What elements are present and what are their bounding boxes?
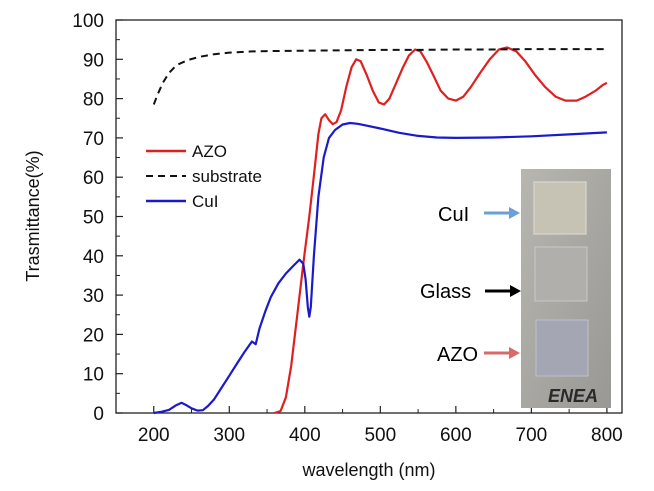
sample-azo-film	[535, 319, 589, 377]
y-tick-label: 0	[93, 404, 104, 425]
x-tick-label: 800	[591, 425, 623, 446]
y-tick-label: 40	[83, 247, 104, 268]
arrow-azo-head	[509, 347, 520, 359]
arrow-glass-head	[510, 285, 521, 297]
arrow-cui-head	[509, 207, 520, 219]
y-tick-label: 90	[83, 50, 104, 71]
y-tick-label: 80	[83, 90, 104, 111]
inset-label-cui: CuI	[438, 204, 469, 226]
y-tick-label: 70	[83, 129, 104, 150]
tick-labels: 200 300 400 500 600 700 800 0 10 20 30 40 50 60 70 80 90…	[72, 11, 622, 446]
series-layer	[152, 46, 608, 415]
sample-glass	[534, 246, 588, 302]
inset-label-azo: AZO	[437, 344, 478, 366]
series-line-azo	[274, 46, 608, 415]
series-line-substrate	[152, 48, 607, 105]
y-tick-label: 50	[83, 208, 104, 229]
sample-photo-inset: ENEA CuI Glass AZO	[420, 169, 611, 408]
y-tick-label: 10	[83, 365, 104, 386]
x-tick-label: 400	[289, 425, 321, 446]
x-tick-label: 300	[213, 425, 245, 446]
y-tick-label: 60	[83, 168, 104, 189]
x-tick-label: 700	[516, 425, 548, 446]
inset-label-glass: Glass	[420, 281, 471, 303]
legend-label-cui: CuI	[192, 192, 218, 211]
legend: AZO substrate CuI	[146, 142, 262, 211]
x-axis-label: wavelength (nm)	[301, 460, 435, 480]
legend-label-substrate: substrate	[192, 167, 262, 186]
y-tick-label: 100	[72, 11, 104, 32]
x-tick-label: 600	[440, 425, 472, 446]
sample-cui-film	[533, 181, 587, 235]
enea-logo: ENEA	[548, 386, 598, 406]
y-tick-label: 20	[83, 325, 104, 346]
y-tick-label: 30	[83, 286, 104, 307]
x-tick-label: 200	[138, 425, 170, 446]
x-tick-label: 500	[364, 425, 396, 446]
legend-label-azo: AZO	[192, 142, 227, 161]
series-line-cui	[153, 121, 607, 415]
axis-ticks	[116, 19, 608, 414]
y-axis-label: Trasmittance(%)	[23, 150, 43, 281]
